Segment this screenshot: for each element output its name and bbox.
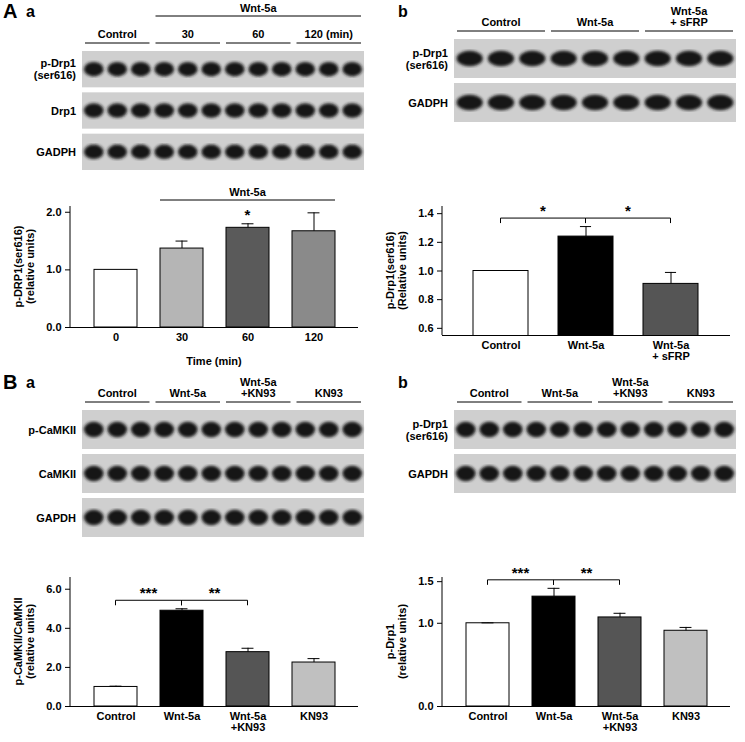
svg-text:60: 60: [252, 28, 264, 40]
svg-text:KN93: KN93: [315, 387, 343, 399]
svg-text:Control: Control: [470, 387, 509, 399]
svg-text:CaMKII: CaMKII: [39, 468, 76, 480]
svg-text:30: 30: [176, 331, 188, 343]
svg-text:Wnt-5a: Wnt-5a: [577, 16, 615, 28]
svg-text:Wnt-5a+KN93: Wnt-5a+KN93: [240, 376, 278, 399]
svg-text:p-Drp1(relative units): p-Drp1(relative units): [384, 604, 408, 680]
svg-text:Wnt-5a+KN93: Wnt-5a+KN93: [602, 710, 640, 733]
svg-text:Wnt-5a: Wnt-5a: [169, 387, 207, 399]
svg-text:Wnt-5a: Wnt-5a: [541, 387, 579, 399]
svg-text:4.0: 4.0: [46, 622, 61, 634]
svg-text:KN93: KN93: [300, 710, 328, 722]
svg-text:***: ***: [512, 564, 530, 581]
svg-text:0.8: 0.8: [418, 293, 433, 305]
html-text:b: b: [398, 374, 408, 391]
svg-text:6.0: 6.0: [46, 583, 61, 595]
svg-text:KN93: KN93: [687, 387, 715, 399]
svg-text:30: 30: [182, 28, 194, 40]
svg-text:GADPH: GADPH: [408, 97, 448, 109]
svg-text:p-Drp1(ser616): p-Drp1(ser616): [406, 47, 449, 71]
svg-text:Wnt-5a+ sFRP: Wnt-5a+ sFRP: [670, 5, 708, 28]
svg-text:***: ***: [140, 584, 158, 601]
svg-text:Drp1: Drp1: [51, 105, 76, 117]
svg-text:Time (min): Time (min): [186, 355, 242, 367]
svg-text:0.0: 0.0: [46, 321, 61, 333]
svg-text:Control: Control: [96, 710, 135, 722]
svg-text:1.0: 1.0: [418, 265, 433, 277]
svg-text:Wnt-5a: Wnt-5a: [164, 710, 202, 722]
svg-text:*: *: [245, 206, 251, 223]
svg-text:1.0: 1.0: [418, 617, 433, 629]
svg-text:*: *: [625, 202, 631, 219]
svg-text:0.0: 0.0: [418, 700, 433, 712]
svg-text:GADPH: GADPH: [36, 146, 76, 158]
svg-text:*: *: [540, 202, 546, 219]
svg-text:Control: Control: [481, 339, 520, 351]
svg-text:Control: Control: [98, 387, 137, 399]
svg-text:Wnt-5a: Wnt-5a: [568, 339, 606, 351]
svg-text:p-CaMKII/CaMKII(relative units: p-CaMKII/CaMKII(relative units): [12, 598, 36, 686]
svg-text:Wnt-5a+KN93: Wnt-5a+KN93: [612, 376, 650, 399]
svg-text:60: 60: [242, 331, 254, 343]
svg-text:Control: Control: [481, 16, 520, 28]
svg-text:1.2: 1.2: [418, 236, 433, 248]
svg-text:Control: Control: [468, 710, 507, 722]
svg-text:Wnt-5a: Wnt-5a: [240, 2, 278, 14]
svg-text:Wnt-5a+KN93: Wnt-5a+KN93: [230, 710, 268, 733]
svg-text:1.4: 1.4: [418, 207, 434, 219]
svg-text:120: 120: [305, 331, 323, 343]
svg-text:Wnt-5a: Wnt-5a: [229, 186, 267, 198]
svg-text:**: **: [581, 564, 593, 581]
svg-text:2.0: 2.0: [46, 206, 61, 218]
svg-text:KN93: KN93: [672, 710, 700, 722]
html-text:a: a: [26, 3, 35, 20]
svg-text:**: **: [209, 584, 221, 601]
svg-text:p-Drp1(ser616): p-Drp1(ser616): [406, 418, 449, 442]
html-text:a: a: [26, 374, 35, 391]
svg-text:0.0: 0.0: [46, 700, 61, 712]
svg-text:1.5: 1.5: [418, 575, 433, 587]
svg-text:2.0: 2.0: [46, 661, 61, 673]
svg-text:p-DRP1(ser616)(relative units): p-DRP1(ser616)(relative units): [12, 225, 36, 307]
svg-text:GAPDH: GAPDH: [36, 512, 76, 524]
svg-text:GAPDH: GAPDH: [408, 468, 448, 480]
html-text:b: b: [398, 3, 408, 20]
html-text:B: B: [3, 371, 18, 393]
svg-text:0.6: 0.6: [418, 322, 433, 334]
svg-text:p-CaMKII: p-CaMKII: [28, 424, 76, 436]
svg-text:Control: Control: [98, 28, 137, 40]
html-text:A: A: [3, 0, 18, 22]
svg-text:p-Drp1(ser616)(Relative units): p-Drp1(ser616)(Relative units): [384, 231, 408, 310]
svg-text:0: 0: [113, 331, 119, 343]
svg-text:120 (min): 120 (min): [305, 28, 354, 40]
svg-text:Wnt-5a: Wnt-5a: [536, 710, 574, 722]
svg-text:Wnt-5a+ sFRP: Wnt-5a+ sFRP: [652, 339, 690, 362]
svg-text:1.0: 1.0: [46, 263, 61, 275]
svg-text:p-Drp1(ser616): p-Drp1(ser616): [34, 57, 77, 81]
